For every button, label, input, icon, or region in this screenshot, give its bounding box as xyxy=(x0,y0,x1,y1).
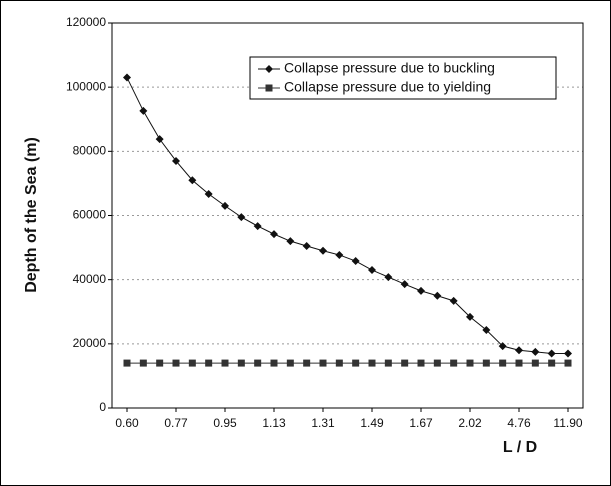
y-tick-label: 120000 xyxy=(66,15,106,29)
x-tick-label: 1.67 xyxy=(409,416,433,430)
data-point xyxy=(319,359,327,367)
data-point xyxy=(433,359,441,367)
data-point xyxy=(156,359,164,367)
data-point xyxy=(417,359,425,367)
data-point xyxy=(368,359,376,367)
data-point xyxy=(401,359,409,367)
data-point xyxy=(564,349,572,358)
y-tick-label: 20000 xyxy=(73,336,107,350)
data-point xyxy=(286,359,294,367)
series-line xyxy=(126,77,568,354)
y-axis-label: Depth of the Sea (m) xyxy=(23,137,40,293)
data-point xyxy=(335,250,344,259)
data-point xyxy=(139,106,148,115)
data-point xyxy=(205,359,213,367)
x-tick-label: 2.02 xyxy=(458,416,482,430)
data-point xyxy=(237,359,245,367)
legend-marker xyxy=(265,65,273,73)
data-point xyxy=(384,359,392,367)
data-point xyxy=(123,359,131,367)
data-point xyxy=(303,359,311,367)
data-point xyxy=(351,257,360,266)
x-tick-label: 1.49 xyxy=(360,416,384,430)
data-point xyxy=(237,213,246,222)
data-point xyxy=(400,280,409,289)
data-point xyxy=(417,286,425,295)
x-axis-label: L / D xyxy=(503,439,537,456)
data-point xyxy=(499,359,507,367)
data-point xyxy=(172,156,180,165)
data-point xyxy=(221,201,229,210)
data-point xyxy=(302,241,311,250)
data-point xyxy=(450,359,458,367)
data-point xyxy=(384,273,393,282)
plot-area xyxy=(111,22,584,409)
data-point xyxy=(221,359,229,367)
legend-box xyxy=(249,56,557,100)
data-point xyxy=(433,291,442,300)
x-tick-label: 11.90 xyxy=(553,416,582,430)
x-tick-label: 1.31 xyxy=(311,416,335,430)
data-point xyxy=(254,359,262,367)
data-point xyxy=(253,222,262,231)
data-point xyxy=(319,246,327,255)
y-tick-label: 40000 xyxy=(73,272,107,286)
legend-marker xyxy=(265,84,273,92)
data-point xyxy=(270,359,278,367)
data-point xyxy=(188,176,197,185)
y-tick-label: 60000 xyxy=(73,208,107,222)
y-tick-label: 80000 xyxy=(73,144,107,158)
data-point xyxy=(564,359,572,367)
x-tick-label: 0.60 xyxy=(115,416,139,430)
data-point xyxy=(123,73,131,82)
data-point xyxy=(270,230,278,239)
data-point xyxy=(466,359,474,367)
data-point xyxy=(547,349,556,358)
data-point xyxy=(482,359,490,367)
y-tick-label: 100000 xyxy=(66,79,106,93)
data-point xyxy=(286,237,295,246)
data-point xyxy=(498,342,507,351)
data-point xyxy=(172,359,180,367)
x-tick-label: 0.95 xyxy=(213,416,237,430)
data-point xyxy=(548,359,556,367)
data-point xyxy=(515,346,523,355)
data-point xyxy=(368,266,376,275)
data-point xyxy=(139,359,147,367)
x-tick-label: 1.13 xyxy=(262,416,286,430)
data-point xyxy=(155,135,164,144)
x-tick-label: 4.76 xyxy=(507,416,531,430)
data-point xyxy=(204,190,213,199)
data-point xyxy=(531,359,539,367)
data-point xyxy=(449,296,458,305)
data-point xyxy=(352,359,360,367)
data-point xyxy=(335,359,343,367)
data-point xyxy=(188,359,196,367)
y-tick-label: 0 xyxy=(99,400,106,414)
x-tick-label: 0.77 xyxy=(164,416,188,430)
legend-label: Collapse pressure due to yielding xyxy=(284,79,491,95)
legend-label: Collapse pressure due to buckling xyxy=(284,60,495,76)
data-point xyxy=(466,312,474,321)
data-point xyxy=(515,359,523,367)
data-point xyxy=(531,347,540,356)
data-point xyxy=(482,326,491,335)
